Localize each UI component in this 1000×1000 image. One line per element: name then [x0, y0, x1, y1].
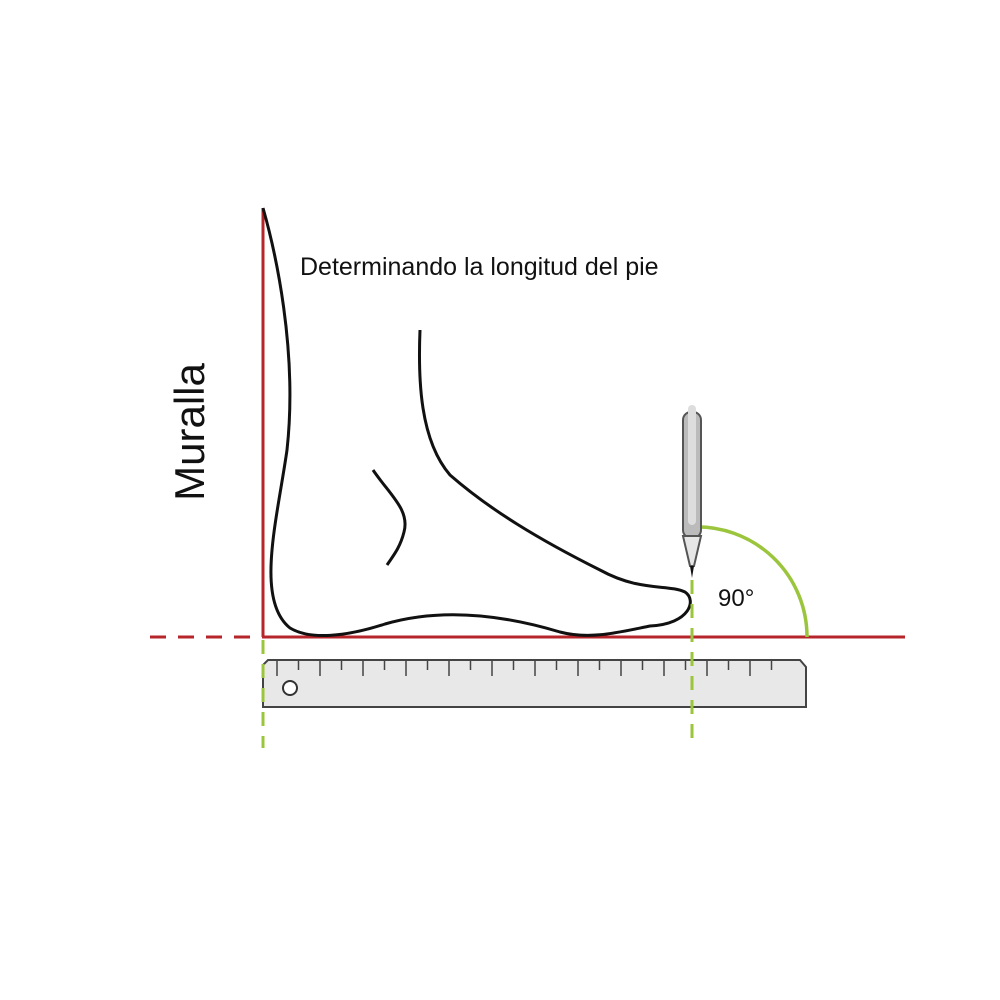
- foot-outline: [261, 207, 692, 638]
- title: Determinando la longitud del pie: [300, 253, 659, 281]
- ankle-line: [371, 469, 407, 566]
- angle-label: 90°: [718, 585, 754, 612]
- angle-arc: [691, 525, 809, 638]
- pencil: [681, 405, 703, 578]
- wall-label: Muralla: [166, 363, 213, 501]
- ruler: [262, 659, 807, 708]
